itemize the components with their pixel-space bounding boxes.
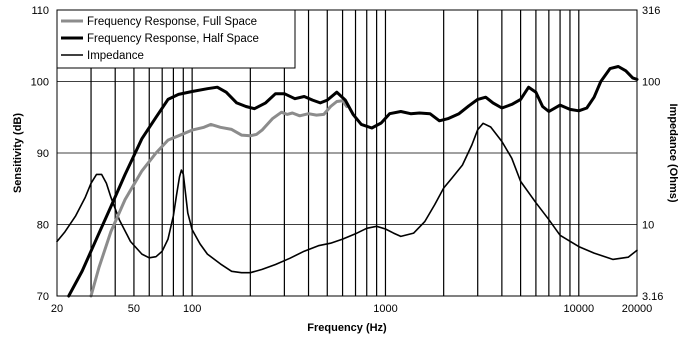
tick-labels: 20 50 100 1000 10000 20000 70 80 90 100 110 3.16 10 1… xyxy=(31,5,664,315)
legend-label-full-space: Frequency Response, Full Space xyxy=(87,16,257,28)
y-tick-label: 70 xyxy=(37,291,49,303)
series-line-frequency-response-full-space xyxy=(89,99,349,298)
series-layer xyxy=(56,65,639,298)
legend-box xyxy=(56,9,296,69)
y2-tick-label: 316 xyxy=(642,5,660,17)
y2-axis-title: Impedance (Ohms) xyxy=(667,103,679,202)
x-tick-label: 20000 xyxy=(622,303,653,315)
x-tick-label: 20 xyxy=(51,303,63,315)
x-tick-label: 10000 xyxy=(564,303,595,315)
x-axis-title: Frequency (Hz) xyxy=(307,322,387,334)
y2-tick-label: 10 xyxy=(642,219,654,231)
y2-tick-label: 100 xyxy=(642,76,660,88)
x-tick-label: 50 xyxy=(128,303,140,315)
legend-label-half-space: Frequency Response, Half Space xyxy=(87,33,259,45)
x-tick-label: 100 xyxy=(183,303,201,315)
series-line-frequency-response-half-space xyxy=(67,65,639,298)
y-axis-title: Sensitivity (dB) xyxy=(12,113,24,193)
legend-label-impedance: Impedance xyxy=(87,50,144,62)
x-tick-label: 1000 xyxy=(373,303,397,315)
series-line-impedance xyxy=(56,122,638,274)
legend: Frequency Response, Full Space Frequency… xyxy=(56,9,296,69)
y2-tick-label: 3.16 xyxy=(642,291,663,303)
y-tick-label: 100 xyxy=(31,77,49,89)
plot-frame xyxy=(56,9,638,297)
y-tick-label: 90 xyxy=(37,148,49,160)
y-tick-label: 80 xyxy=(37,220,49,232)
y-tick-label: 110 xyxy=(31,5,49,17)
